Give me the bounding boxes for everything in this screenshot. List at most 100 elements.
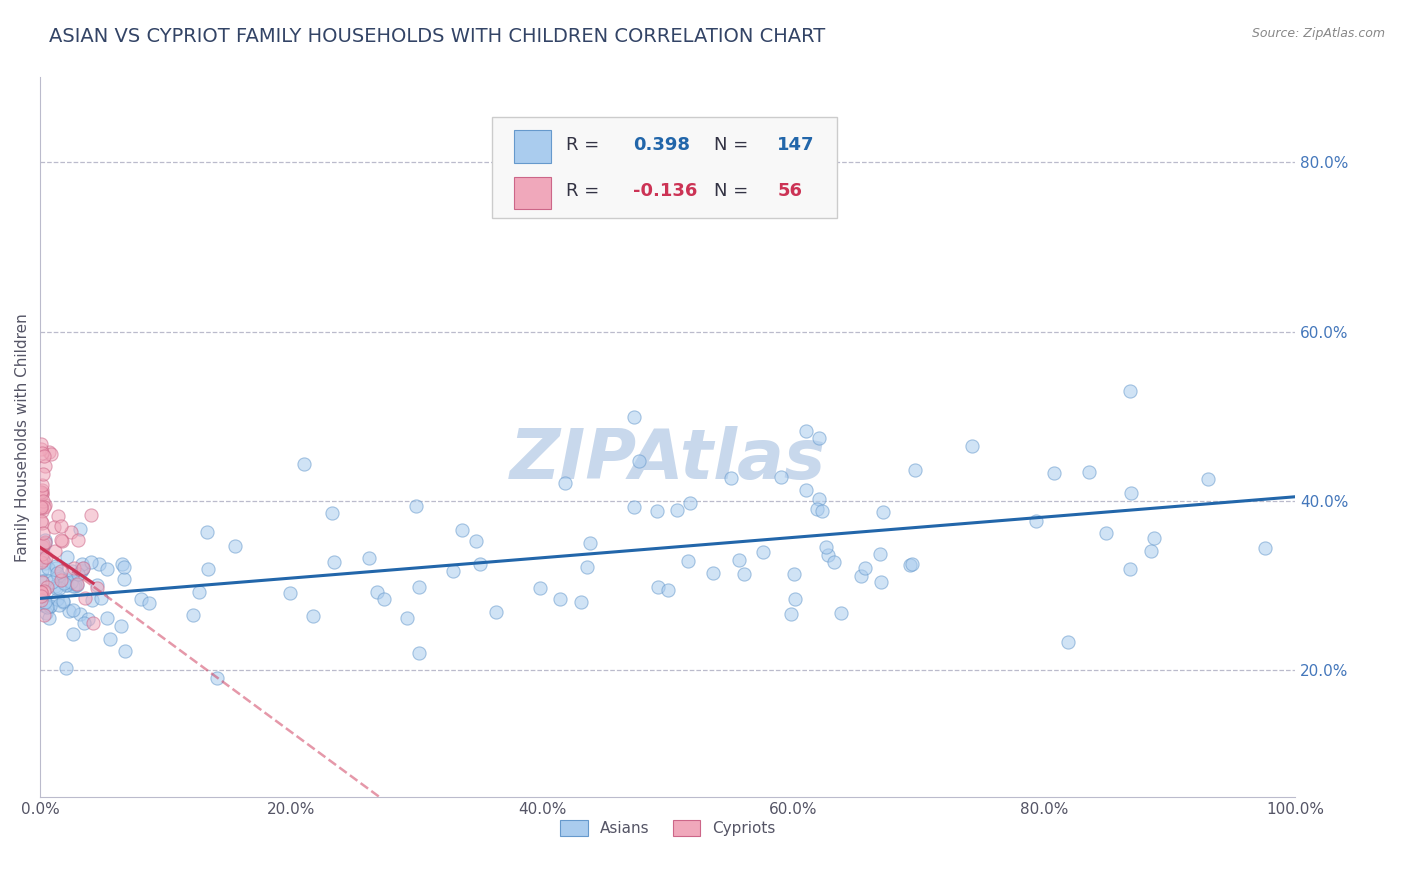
Point bbox=[34, 556, 56, 570]
Point bbox=[72, 561, 94, 575]
Point bbox=[30, 485, 52, 500]
Point bbox=[31, 494, 53, 508]
Point bbox=[51, 519, 73, 533]
Point bbox=[30, 442, 52, 456]
Point bbox=[31, 574, 53, 589]
Point bbox=[1095, 526, 1118, 541]
Point bbox=[114, 644, 136, 658]
Point bbox=[46, 569, 69, 583]
Point bbox=[62, 627, 84, 641]
Point bbox=[70, 558, 93, 572]
Point bbox=[195, 524, 218, 539]
Point bbox=[39, 599, 62, 614]
Point bbox=[31, 477, 53, 491]
Point bbox=[35, 549, 58, 564]
Point bbox=[38, 445, 60, 459]
Point bbox=[35, 599, 58, 614]
Point bbox=[96, 562, 118, 576]
Point bbox=[278, 586, 301, 600]
Point bbox=[823, 555, 845, 569]
Point bbox=[647, 580, 669, 594]
Point bbox=[30, 592, 52, 607]
Point bbox=[34, 607, 56, 621]
Point bbox=[1119, 384, 1142, 399]
Point bbox=[702, 566, 724, 581]
Point bbox=[49, 533, 72, 547]
Point bbox=[63, 577, 86, 591]
Point bbox=[79, 508, 101, 522]
Point bbox=[806, 502, 828, 516]
Point bbox=[86, 581, 108, 595]
Point bbox=[569, 595, 592, 609]
Point bbox=[578, 536, 600, 550]
Point bbox=[45, 582, 67, 596]
Point bbox=[34, 500, 56, 515]
Point bbox=[31, 585, 53, 599]
Point bbox=[76, 612, 98, 626]
Point bbox=[817, 548, 839, 562]
Point bbox=[1119, 562, 1142, 576]
Point bbox=[46, 591, 69, 606]
Point bbox=[181, 607, 204, 622]
Point bbox=[1140, 543, 1163, 558]
Point bbox=[31, 540, 53, 554]
Point bbox=[58, 605, 80, 619]
Point bbox=[870, 575, 893, 590]
Point bbox=[32, 552, 55, 566]
Point bbox=[770, 470, 793, 484]
Point bbox=[60, 565, 83, 579]
Point bbox=[56, 578, 79, 592]
Point bbox=[292, 457, 315, 471]
Point bbox=[815, 541, 838, 555]
Point bbox=[72, 561, 94, 575]
Point bbox=[37, 560, 59, 574]
Point bbox=[96, 611, 118, 625]
Point bbox=[90, 591, 112, 605]
Point bbox=[811, 503, 834, 517]
Point bbox=[373, 592, 395, 607]
Point bbox=[52, 594, 75, 608]
Point bbox=[898, 558, 921, 573]
Point bbox=[627, 454, 650, 468]
Point bbox=[30, 501, 52, 516]
Point bbox=[30, 585, 52, 599]
Point bbox=[901, 557, 924, 571]
Point bbox=[46, 566, 69, 581]
Point bbox=[31, 563, 53, 577]
Point bbox=[30, 555, 52, 569]
Point bbox=[1143, 531, 1166, 545]
Point bbox=[1254, 541, 1277, 556]
Point bbox=[51, 571, 73, 585]
Point bbox=[51, 533, 73, 548]
Point bbox=[32, 467, 55, 482]
Point bbox=[623, 500, 645, 514]
Point bbox=[960, 439, 983, 453]
Point bbox=[302, 608, 325, 623]
FancyBboxPatch shape bbox=[492, 117, 838, 218]
Point bbox=[485, 605, 508, 619]
Point bbox=[112, 560, 135, 574]
Point bbox=[405, 499, 427, 513]
Point bbox=[60, 574, 83, 589]
Text: ASIAN VS CYPRIOT FAMILY HOUSEHOLDS WITH CHILDREN CORRELATION CHART: ASIAN VS CYPRIOT FAMILY HOUSEHOLDS WITH … bbox=[49, 27, 825, 45]
Point bbox=[62, 579, 84, 593]
Point bbox=[35, 573, 58, 587]
Text: 0.398: 0.398 bbox=[633, 136, 690, 153]
Point bbox=[1057, 634, 1080, 648]
Legend: Asians, Cypriots: Asians, Cypriots bbox=[553, 813, 783, 844]
Point bbox=[63, 561, 86, 575]
Point bbox=[65, 577, 87, 591]
Point bbox=[872, 505, 894, 519]
Point bbox=[112, 572, 135, 586]
Point bbox=[869, 547, 891, 561]
Text: N =: N = bbox=[714, 183, 748, 201]
Point bbox=[205, 671, 228, 685]
Point bbox=[32, 598, 55, 612]
Point bbox=[31, 485, 53, 500]
Point bbox=[31, 446, 53, 460]
Text: Source: ZipAtlas.com: Source: ZipAtlas.com bbox=[1251, 27, 1385, 40]
Text: N =: N = bbox=[714, 136, 748, 153]
Point bbox=[129, 592, 152, 607]
Point bbox=[110, 619, 132, 633]
Point bbox=[30, 514, 52, 528]
